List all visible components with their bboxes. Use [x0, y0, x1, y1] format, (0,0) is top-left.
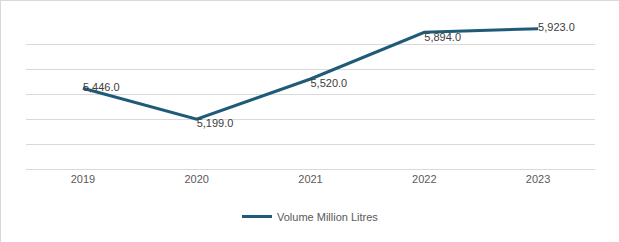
svg-text:2022: 2022 — [412, 173, 436, 185]
svg-text:5,923.0: 5,923.0 — [538, 21, 575, 33]
svg-text:5,446.0: 5,446.0 — [83, 81, 120, 93]
svg-text:5,199.0: 5,199.0 — [197, 117, 234, 129]
svg-text:Volume Million Litres: Volume Million Litres — [277, 211, 378, 223]
svg-text:2023: 2023 — [526, 173, 550, 185]
svg-text:2020: 2020 — [184, 173, 208, 185]
svg-text:5,520.0: 5,520.0 — [311, 77, 348, 89]
svg-text:2019: 2019 — [71, 173, 95, 185]
svg-text:5,894.0: 5,894.0 — [424, 31, 461, 43]
svg-text:2021: 2021 — [298, 173, 322, 185]
